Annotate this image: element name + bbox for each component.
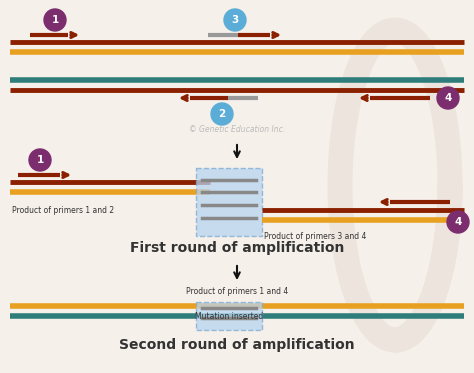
Circle shape <box>29 149 51 171</box>
Circle shape <box>437 87 459 109</box>
Text: 1: 1 <box>51 15 59 25</box>
Text: 1: 1 <box>36 155 44 165</box>
Circle shape <box>447 211 469 233</box>
Text: Product of primers 1 and 4: Product of primers 1 and 4 <box>186 287 288 296</box>
Circle shape <box>211 103 233 125</box>
Circle shape <box>224 9 246 31</box>
FancyBboxPatch shape <box>196 168 262 236</box>
Text: Second round of amplification: Second round of amplification <box>119 338 355 352</box>
Text: Product of primers 3 and 4: Product of primers 3 and 4 <box>264 232 366 241</box>
Text: 4: 4 <box>444 93 452 103</box>
Text: Product of primers 1 and 2: Product of primers 1 and 2 <box>12 206 114 215</box>
Text: First round of amplification: First round of amplification <box>130 241 344 255</box>
Text: Mutation inserted: Mutation inserted <box>195 312 263 321</box>
Circle shape <box>44 9 66 31</box>
Text: © Genetic Education Inc.: © Genetic Education Inc. <box>189 125 285 135</box>
Text: 2: 2 <box>219 109 226 119</box>
Text: 3: 3 <box>231 15 238 25</box>
FancyBboxPatch shape <box>196 302 262 330</box>
Text: 4: 4 <box>454 217 462 227</box>
